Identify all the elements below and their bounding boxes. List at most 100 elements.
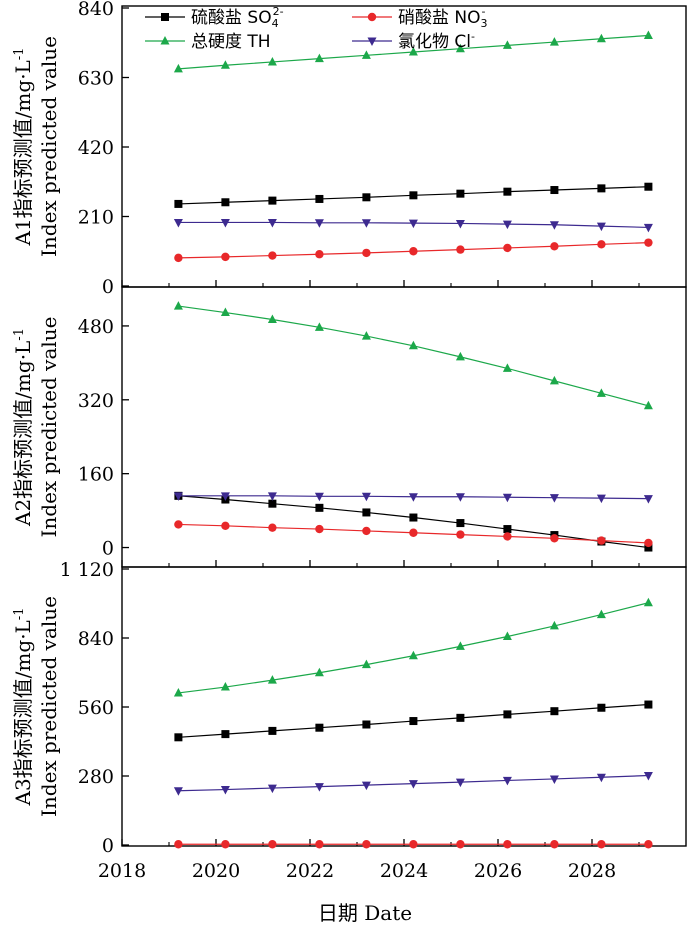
data-point — [549, 221, 559, 230]
data-point — [455, 351, 465, 361]
y-tick-label: 0 — [102, 276, 114, 298]
y-axis-title-cn: A2指标预测值/mg·L-1 — [11, 328, 35, 527]
data-point — [456, 840, 465, 849]
data-point — [597, 184, 606, 193]
series-no3-A2 — [174, 520, 653, 548]
y-axis-title-en: Index predicted value — [37, 596, 61, 817]
data-point — [315, 524, 324, 534]
data-point — [267, 675, 277, 684]
legend-entry-no3: 硝酸盐 NO3- — [352, 5, 488, 30]
data-point — [408, 47, 418, 56]
legend-marker — [367, 12, 377, 22]
data-point — [503, 840, 512, 849]
y-tick-label: 0 — [102, 835, 114, 857]
data-point — [502, 220, 512, 230]
data-point — [503, 710, 512, 719]
data-point — [173, 787, 183, 796]
data-point — [221, 521, 230, 531]
data-point — [455, 43, 465, 53]
y-tick-label: 210 — [78, 207, 114, 229]
data-point — [220, 492, 230, 501]
data-point — [409, 513, 418, 522]
y-axis-title-cn: A1指标预测值/mg·L-1 — [11, 48, 35, 247]
legend-label-text: 总硬度 TH — [191, 32, 271, 52]
data-point — [597, 240, 606, 249]
data-point — [361, 331, 371, 340]
series-no3-A1 — [174, 238, 653, 263]
legend-label-sub: 4 — [272, 17, 279, 30]
series-no3-A3 — [174, 840, 653, 849]
y-tick-label: 630 — [78, 68, 114, 90]
data-point — [267, 56, 277, 66]
legend-label-sup: 2- — [273, 5, 284, 18]
data-point — [173, 63, 183, 73]
data-point — [643, 597, 653, 607]
legend-label: 氯化物 Cl- — [398, 30, 475, 52]
series-cl-A3 — [173, 772, 653, 796]
series-so4-A1 — [174, 182, 653, 208]
series-th-A1 — [173, 30, 653, 73]
series-cl-A2 — [173, 492, 653, 504]
data-point — [173, 687, 183, 697]
series-so4-A3 — [174, 700, 653, 742]
legend-entry-so4: 硫酸盐 SO42- — [145, 5, 284, 30]
data-point — [174, 199, 183, 208]
x-tick-label: 2022 — [286, 860, 334, 882]
series-th-A2 — [173, 301, 653, 410]
data-point — [456, 189, 465, 198]
data-point — [221, 840, 230, 849]
data-point — [409, 247, 418, 256]
data-point — [268, 726, 277, 735]
y-tick-label: 840 — [78, 0, 114, 20]
data-point — [502, 631, 512, 641]
data-point — [174, 840, 183, 849]
legend-marker — [367, 37, 377, 46]
data-point — [643, 772, 653, 781]
data-point — [550, 242, 559, 251]
data-point — [314, 492, 324, 502]
data-point — [596, 388, 606, 397]
data-point — [221, 730, 230, 739]
data-point — [455, 493, 465, 502]
data-point — [268, 840, 277, 849]
legend-label-sup: - — [482, 5, 486, 18]
y-axis-title-unit-sup: -1 — [12, 608, 27, 621]
data-point — [314, 783, 324, 792]
y-axis-title-en: Index predicted value — [37, 316, 61, 537]
data-point — [644, 182, 653, 191]
data-point — [502, 776, 512, 786]
data-point — [362, 840, 371, 849]
data-point — [362, 720, 371, 729]
x-tick-label: 2024 — [380, 860, 428, 882]
y-tick-label: 1 120 — [60, 559, 114, 581]
data-point — [596, 33, 606, 43]
data-point — [502, 363, 512, 372]
series-line — [178, 602, 649, 694]
data-point — [315, 840, 324, 849]
legend-marker — [161, 13, 169, 21]
data-point — [408, 219, 418, 229]
data-point — [408, 340, 418, 350]
data-point — [456, 519, 465, 528]
series-th-A3 — [173, 597, 653, 697]
data-point — [502, 493, 512, 503]
legend-marker — [160, 36, 170, 45]
data-point — [315, 194, 324, 203]
data-point — [220, 218, 230, 228]
data-point — [596, 494, 606, 504]
data-point — [597, 536, 606, 545]
data-point — [220, 786, 230, 795]
data-point — [314, 667, 324, 677]
data-point — [456, 713, 465, 722]
legend-label: 硫酸盐 SO42- — [191, 5, 284, 30]
data-point — [596, 773, 606, 783]
data-point — [362, 526, 371, 536]
data-point — [549, 375, 559, 385]
data-point — [361, 50, 371, 59]
data-point — [362, 248, 371, 258]
data-point — [644, 238, 653, 247]
data-point — [644, 700, 653, 709]
